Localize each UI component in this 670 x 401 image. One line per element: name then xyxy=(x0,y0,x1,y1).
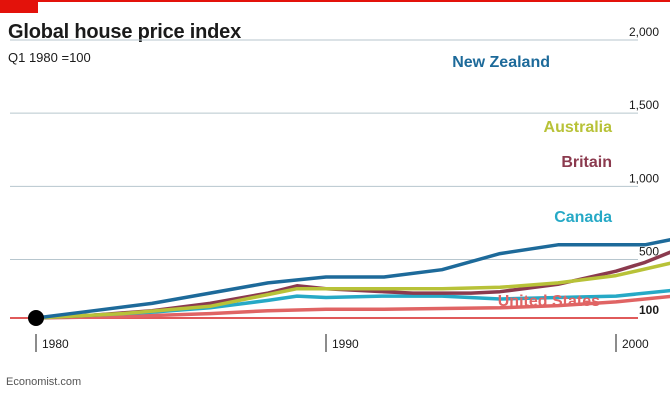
series-lines xyxy=(34,238,670,320)
brand-tag xyxy=(0,0,38,13)
series-line-canada xyxy=(34,288,670,320)
series-label-australia: Australia xyxy=(544,119,613,136)
series-label-united-states: United States xyxy=(498,293,600,310)
chart-subtitle: Q1 1980 =100 xyxy=(8,50,91,65)
x-tick-label: 1990 xyxy=(332,337,359,351)
origin-marker xyxy=(28,310,44,326)
chart-title: Global house price index xyxy=(8,21,242,43)
series-label-new-zealand: New Zealand xyxy=(452,54,550,71)
y-tick-label: 1,500 xyxy=(629,98,659,112)
y-tick-label: 1,000 xyxy=(629,171,659,185)
source-credit: Economist.com xyxy=(6,376,82,388)
top-rule xyxy=(0,0,670,2)
x-tick-label: 1980 xyxy=(42,337,69,351)
series-line-new-zealand xyxy=(34,238,670,320)
y-tick-label: 2,000 xyxy=(629,25,659,39)
series-label-canada: Canada xyxy=(554,209,612,226)
x-axis: 19801990200020102016 xyxy=(35,334,649,352)
series-line-australia xyxy=(34,261,670,320)
y-tick-label: 500 xyxy=(639,244,659,258)
y-axis-labels: 2,000 1,500 1,000 500 100 xyxy=(629,25,659,317)
series-line-united-states xyxy=(34,294,670,320)
series-line-britain xyxy=(34,250,670,320)
series-label-britain: Britain xyxy=(561,154,612,171)
series-labels: New Zealand Australia Britain Canada United … xyxy=(452,54,612,310)
y-tick-label: 100 xyxy=(639,303,659,317)
x-tick-label: 2000 xyxy=(622,337,649,351)
